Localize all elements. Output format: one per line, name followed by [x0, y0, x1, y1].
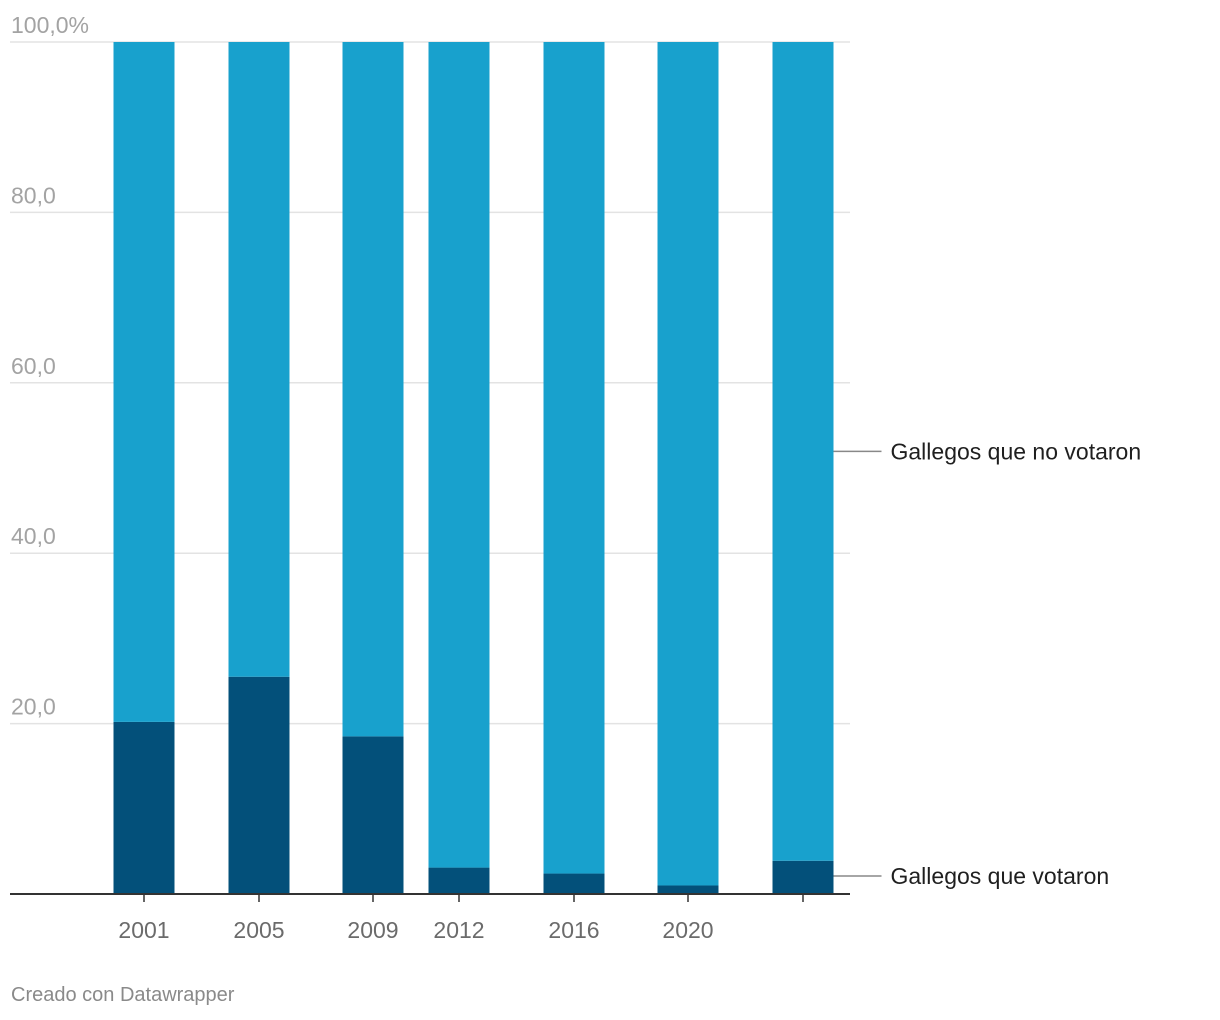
- y-tick-label: 20,0: [11, 694, 56, 720]
- bar-segment-no-votaron: [342, 42, 404, 737]
- legend-label-no-votaron: Gallegos que no votaron: [891, 438, 1142, 464]
- y-tick-label: 40,0: [11, 523, 56, 549]
- bar-segment-no-votaron: [428, 42, 490, 868]
- footer-credit: Creado con Datawrapper: [11, 984, 235, 1006]
- x-tick-label: 2012: [433, 917, 484, 943]
- bar-segment-no-votaron: [228, 42, 290, 677]
- legend-label-votaron: Gallegos que votaron: [891, 863, 1110, 889]
- bar-segment-votaron: [657, 885, 719, 894]
- x-tick-label: 2005: [233, 917, 284, 943]
- bar-segment-votaron: [342, 736, 404, 894]
- bar-segment-votaron: [428, 867, 490, 894]
- x-tick-label: 2009: [347, 917, 398, 943]
- bar-segment-votaron: [228, 676, 290, 894]
- x-tick-label: 2001: [118, 917, 169, 943]
- axes: [10, 893, 850, 902]
- y-tick-label: 80,0: [11, 182, 56, 208]
- bar-segment-no-votaron: [772, 42, 834, 861]
- bar-segment-votaron: [113, 721, 175, 894]
- bar-segment-votaron: [772, 860, 834, 894]
- x-tick-label: 2016: [548, 917, 599, 943]
- bars: [113, 42, 834, 894]
- labels: 100,0% 80,0 60,0 40,0 20,0 2001 2005 2009 2012 20…: [11, 12, 1141, 943]
- x-tick-label: 2020: [662, 917, 713, 943]
- bar-segment-votaron: [543, 873, 605, 894]
- bar-segment-no-votaron: [543, 42, 605, 874]
- y-tick-label: 60,0: [11, 353, 56, 379]
- bar-segment-no-votaron: [657, 42, 719, 886]
- y-tick-label: 100,0%: [11, 12, 89, 38]
- bar-segment-no-votaron: [113, 42, 175, 722]
